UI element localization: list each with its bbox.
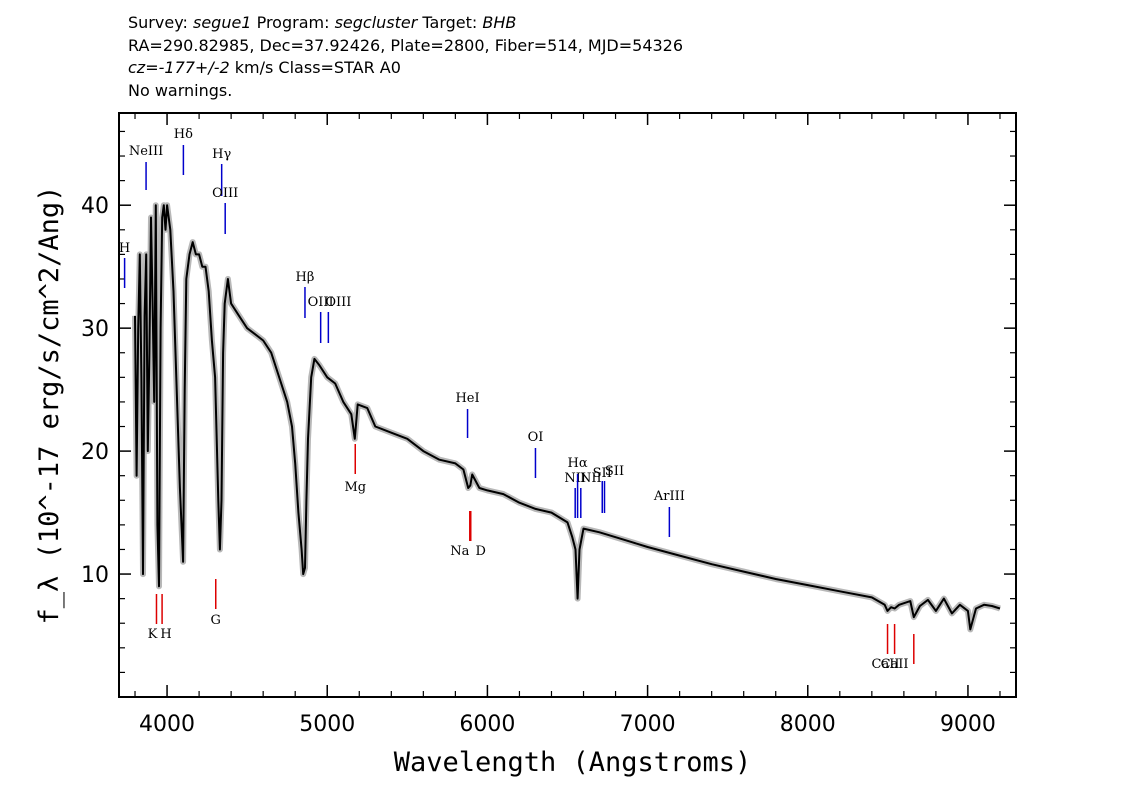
y-tick-label: 30 — [81, 317, 109, 342]
program-value: segcluster — [334, 13, 418, 32]
emission-line-label: NII — [580, 471, 602, 486]
x-tick-label: 6000 — [459, 712, 515, 737]
cz-value: -177+/-2 — [158, 58, 230, 77]
x-tick-label: 9000 — [940, 712, 996, 737]
plot-frame — [118, 112, 1017, 698]
target-value: BHB — [482, 13, 517, 32]
x-tick-label: 8000 — [780, 712, 836, 737]
emission-line-label: OIII — [308, 295, 334, 310]
emission-line-label: ArIII — [653, 489, 685, 504]
absorption-line-label: H — [160, 627, 171, 642]
absorption-line-label: Mg — [344, 480, 366, 495]
emission-line-label: SII — [593, 466, 612, 481]
header-line-survey: Survey: segue1 Program: segcluster Targe… — [128, 13, 517, 32]
emission-line-label: NII — [564, 471, 586, 486]
absorption-line-label: K — [148, 627, 158, 642]
absorption-line-label: G — [211, 613, 221, 628]
emission-line-label: Hγ — [212, 147, 231, 162]
absorption-line-label: CaII — [881, 657, 909, 672]
emission-line-label: NeIII — [129, 144, 163, 159]
y-tick-label: 10 — [81, 563, 109, 588]
y-axis-title: f_λ (10^-17 erg/s/cm^2/Ang) — [34, 186, 65, 625]
x-tick-label: 5000 — [299, 712, 355, 737]
emission-line-label: HeI — [455, 391, 479, 406]
emission-line-label: SII — [605, 464, 624, 479]
y-tick-label: 20 — [81, 440, 109, 465]
absorption-line-label: CaII — [872, 657, 900, 672]
x-tick-label: 7000 — [620, 712, 676, 737]
x-axis-title: Wavelength (Angstroms) — [394, 747, 752, 778]
header-line-redshift: cz=-177+/-2 km/s Class=STAR A0 — [128, 58, 401, 77]
emission-line-label: H — [119, 241, 130, 256]
spectrum-line — [134, 204, 1001, 631]
absorption-line-label: D — [476, 544, 486, 559]
header-line-warnings: No warnings. — [128, 80, 233, 100]
header-line-coords: RA=290.82985, Dec=37.92426, Plate=2800, … — [128, 35, 684, 55]
emission-line-label: OIII — [212, 186, 238, 201]
survey-value: segue1 — [192, 13, 252, 32]
spectrum-header: Survey: segue1 Program: segcluster Targe… — [128, 12, 1108, 102]
y-tick-label: 40 — [81, 194, 109, 219]
absorption-line-label: Na — [450, 544, 469, 559]
emission-line-label: Hβ — [296, 270, 315, 285]
emission-line-label: Hδ — [174, 127, 193, 142]
spectrum-noise-band — [132, 202, 1001, 633]
emission-line-label: OIII — [325, 295, 351, 310]
emission-line-label: Hα — [568, 456, 588, 471]
x-tick-label: 4000 — [139, 712, 195, 737]
emission-line-label: OI — [528, 430, 544, 445]
